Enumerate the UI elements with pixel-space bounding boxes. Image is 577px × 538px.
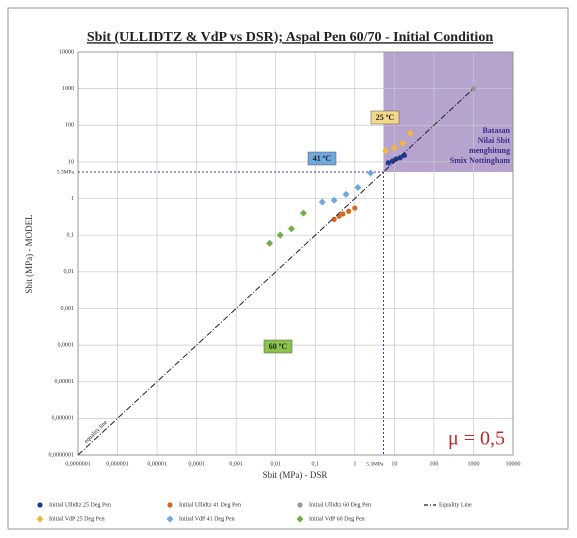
x-tick-label: 100 (429, 461, 438, 467)
circle-point (352, 205, 358, 211)
chart-title: Sbit (ULLIDTZ & VdP vs DSR); Aspal Pen 6… (87, 30, 493, 45)
annotation: 41 ºC (313, 154, 332, 163)
annotation: 25 ºC (376, 113, 395, 122)
x-tick-label: 1 (353, 461, 356, 467)
threshold-label: 5.3MPa (366, 461, 384, 467)
diamond-point (166, 515, 174, 523)
y-tick-label: 1 (71, 196, 74, 202)
y-tick-label: 0,1 (67, 233, 75, 239)
x-tick-label: 0,001 (229, 461, 243, 467)
x-tick-label: 0,1 (312, 461, 320, 467)
circle-point (331, 216, 337, 222)
circle-point (37, 502, 43, 508)
x-tick-label: 0,01 (270, 461, 281, 467)
circle-point (393, 156, 399, 162)
x-tick-label: 0,0001 (188, 461, 205, 467)
y-tick-label: 0,00001 (55, 379, 75, 385)
diamond-point (398, 139, 406, 147)
annotation-box (263, 339, 293, 354)
diamond-point (299, 209, 307, 217)
circle-point (385, 160, 391, 166)
diamond-point (287, 225, 295, 233)
annotation: μ = 0,5 (448, 428, 505, 450)
x-tick-label: 0,0000001 (65, 461, 91, 467)
plot-border (77, 51, 514, 456)
y-tick-label: 0,001 (61, 306, 75, 312)
annotation: Smix Nottingham (450, 156, 511, 165)
diamond-point (330, 196, 338, 204)
y-tick-label: 0,0001 (58, 342, 75, 348)
circle-point (397, 155, 403, 161)
diamond-point (296, 515, 304, 523)
x-tick-label: 0,000001 (106, 461, 129, 467)
diamond-point (266, 239, 274, 247)
diamond-point (382, 147, 390, 155)
annotation: Nilai Sbit (478, 136, 511, 145)
legend-label: Initial Ullidtz 25 Deg Pen (49, 502, 111, 508)
diamond-point (318, 198, 326, 206)
diamond-point (367, 169, 375, 177)
legend-label: Equality Line (439, 502, 472, 508)
annotation: 60 ºC (269, 342, 288, 351)
y-tick-label: 1000 (62, 86, 74, 92)
legend-label: Initial Ullidtz 60 Deg Pen (309, 502, 371, 508)
annotation: menghitung (469, 146, 510, 155)
diamond-point (276, 231, 284, 239)
diamond-point (354, 184, 362, 192)
x-tick-label: 10000 (506, 461, 521, 467)
threshold-label: 5.3MPa (57, 169, 75, 175)
y-tick-label: 10 (68, 159, 74, 165)
y-tick-label: 10000 (59, 49, 74, 55)
y-tick-label: 100 (65, 123, 74, 129)
y-tick-label: 0,01 (64, 269, 75, 275)
x-tick-label: 1000 (467, 461, 479, 467)
x-tick-label: 10 (391, 461, 397, 467)
legend-label: Initial Ullidtz 41 Deg Pen (179, 502, 241, 508)
diamond-point (36, 515, 44, 523)
legend-label: Initial VdP 41 Deg Pen (179, 516, 235, 522)
circle-point (346, 208, 352, 214)
circle-point (167, 502, 173, 508)
circle-point (297, 502, 303, 508)
annotation: Batasan (482, 126, 510, 135)
y-tick-label: 0,0000001 (49, 452, 75, 458)
diamond-point (390, 144, 398, 152)
diamond-point (406, 129, 414, 137)
legend-label: Initial VdP 25 Deg Pen (49, 516, 105, 522)
annotation-box (307, 151, 337, 166)
diamond-point (342, 190, 350, 198)
annotation-box (370, 110, 400, 125)
circle-point (340, 211, 346, 217)
equality-line (77, 88, 474, 456)
x-tick-label: 0,00001 (147, 461, 167, 467)
x-axis-title: Sbit (MPa) - DSR (263, 470, 328, 480)
y-axis-title: Sbit (MPa) - MODEL (24, 214, 34, 293)
legend-label: Initial VdP 60 Deg Pen (309, 516, 365, 522)
y-tick-label: 0,000001 (52, 416, 75, 422)
